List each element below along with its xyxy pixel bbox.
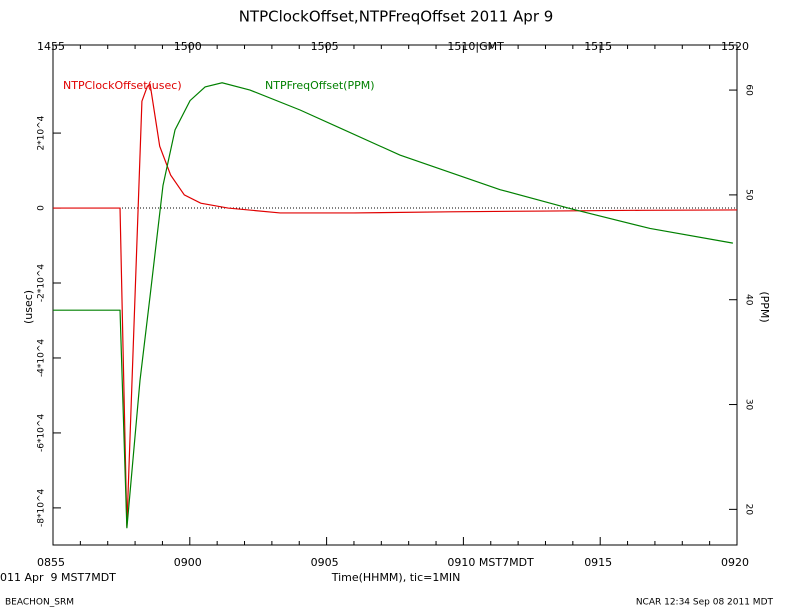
x-tick-label: 0910 MST7MDT [447,556,534,569]
date-label: 011 Apr 9 MST7MDT [0,571,116,584]
legend-label: NTPFreqOffset(PPM) [265,79,375,92]
y2-tick-label: 40 [744,294,754,306]
y-tick-label: 0 [37,205,47,211]
series-line [53,83,738,527]
y2-tick-label: 60 [744,84,754,96]
x-axis-label: Time(HHMM), tic=1MIN [331,571,461,584]
plot-frame [52,44,738,546]
legend-label: NTPClockOffset(usec) [63,79,182,92]
y-tick-label: -2*10^4 [37,264,47,302]
x-tick-label: 0855 [37,556,65,569]
footer-right: NCAR 12:34 Sep 08 2011 MDT [636,598,774,608]
y-tick-label: 2*10^4 [37,115,47,150]
y-tick-label: -6*10^4 [37,414,47,452]
x-tick-label: 0915 [584,556,612,569]
x2-tick-label: 1510|GMT [447,40,504,53]
y2-tick-label: 20 [744,504,754,516]
chart-title: NTPClockOffset,NTPFreqOffset 2011 Apr 9 [239,8,554,26]
y-tick-label: -8*10^4 [37,489,47,527]
series-line [53,82,734,529]
y2-tick-label: 50 [744,189,754,201]
y2-tick-label: 30 [744,399,754,411]
x2-tick-label: 1455 [37,40,65,53]
y-axis-label: (usec) [22,290,35,324]
y2-axis-label: (PPM) [758,291,771,322]
x-tick-label: 0920 [721,556,749,569]
x2-tick-label: 1515 [584,40,612,53]
y-tick-label: -4*10^4 [37,339,47,377]
x-tick-label: 0900 [174,556,202,569]
x-tick-label: 0905 [311,556,339,569]
x2-tick-label: 1500 [174,40,202,53]
footer-left: BEACHON_SRM [5,598,74,608]
x2-tick-label: 1520 [721,40,749,53]
x2-tick-label: 1505 [311,40,339,53]
